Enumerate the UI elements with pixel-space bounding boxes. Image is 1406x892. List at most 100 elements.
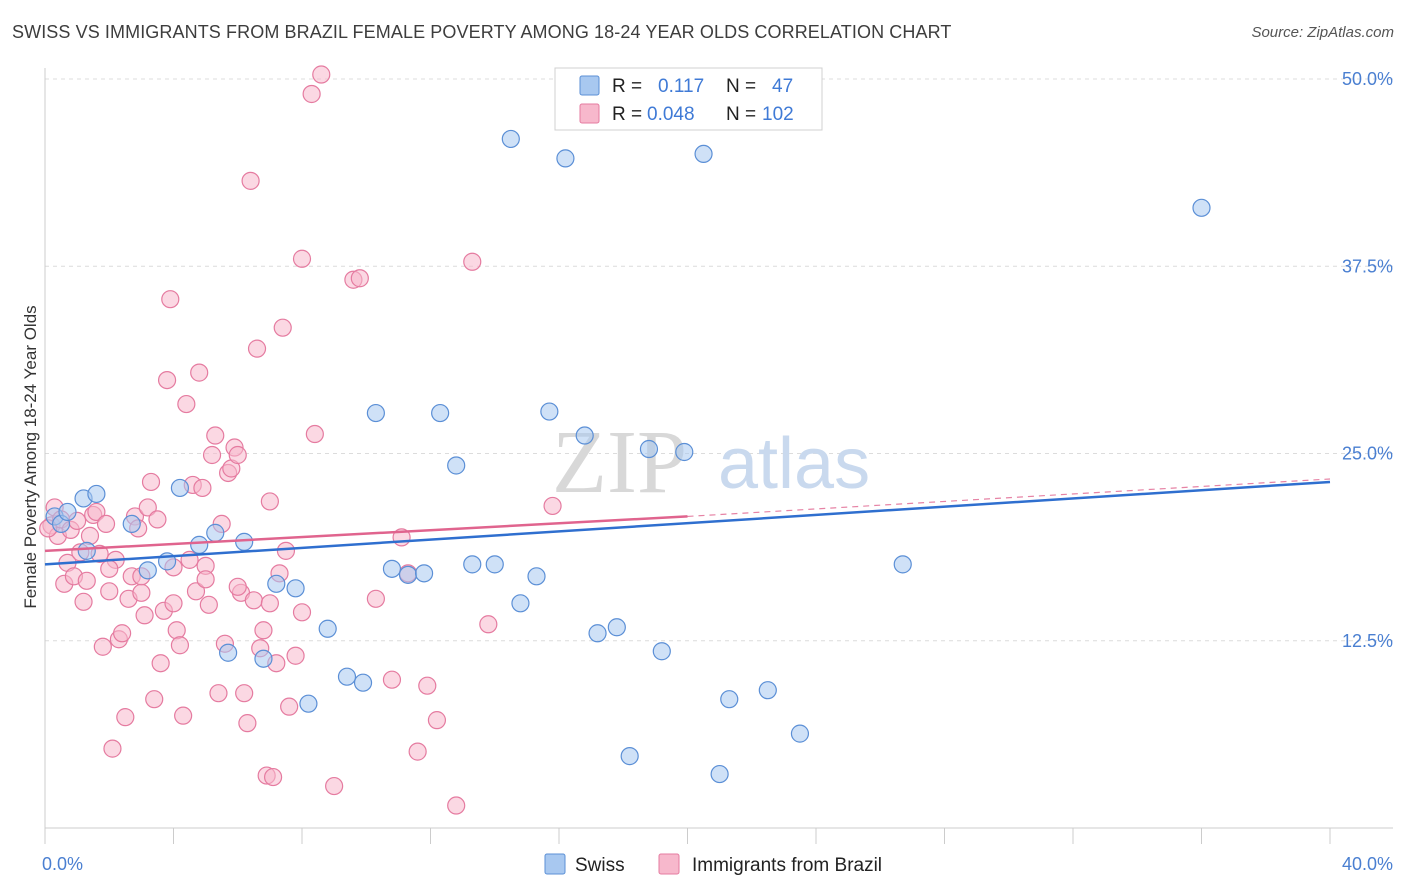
bottom-legend-swatch-swiss bbox=[544, 853, 566, 875]
source-credit: Source: ZipAtlas.com bbox=[1251, 24, 1394, 41]
axes bbox=[44, 68, 1393, 844]
swiss-point bbox=[556, 149, 575, 168]
brazil-trend-line bbox=[44, 515, 688, 553]
swiss-point bbox=[337, 667, 357, 686]
chart-title: SWISS VS IMMIGRANTS FROM BRAZIL FEMALE P… bbox=[12, 22, 952, 42]
legend-r-label-swiss: R = bbox=[612, 76, 642, 97]
brazil-point bbox=[167, 621, 186, 640]
bottom-legend-label-swiss: Swiss bbox=[575, 855, 625, 876]
swiss-point bbox=[414, 564, 434, 583]
swiss-point bbox=[286, 579, 305, 598]
brazil-point bbox=[418, 676, 437, 695]
swiss-point bbox=[431, 403, 450, 423]
y-tick-label-2: 37.5% bbox=[1342, 256, 1393, 276]
swiss-points bbox=[45, 129, 1211, 784]
swiss-point bbox=[267, 574, 286, 593]
brazil-point bbox=[302, 84, 321, 104]
swiss-point bbox=[398, 565, 418, 584]
swiss-point bbox=[620, 746, 639, 766]
swiss-trend-line bbox=[44, 480, 1331, 566]
brazil-point bbox=[157, 370, 177, 390]
brazil-point bbox=[543, 496, 562, 516]
swiss-point bbox=[206, 523, 225, 542]
brazil-point bbox=[138, 498, 157, 517]
swiss-point bbox=[540, 402, 559, 421]
brazil-point bbox=[174, 706, 193, 725]
swiss-point bbox=[639, 439, 659, 459]
brazil-point bbox=[103, 739, 122, 758]
legend-swatch-swiss bbox=[579, 75, 600, 96]
swiss-point bbox=[366, 403, 385, 423]
swiss-point bbox=[511, 594, 530, 613]
brazil-point bbox=[116, 708, 135, 727]
brazil-point bbox=[112, 624, 132, 643]
brazil-point bbox=[74, 592, 93, 611]
brazil-point bbox=[161, 290, 180, 309]
swiss-point bbox=[588, 624, 607, 643]
brazil-point bbox=[235, 684, 254, 703]
legend-r-label-brazil: R = bbox=[612, 104, 642, 125]
brazil-point bbox=[463, 252, 482, 271]
brazil-point bbox=[145, 690, 164, 709]
brazil-point bbox=[100, 559, 119, 578]
swiss-point bbox=[219, 643, 238, 662]
brazil-point bbox=[350, 269, 369, 288]
swiss-point bbox=[501, 129, 520, 149]
brazil-point bbox=[241, 171, 260, 190]
swiss-point bbox=[382, 559, 402, 578]
brazil-point bbox=[196, 570, 215, 589]
brazil-point bbox=[80, 526, 100, 545]
brazil-point bbox=[305, 424, 324, 444]
swiss-point bbox=[58, 502, 77, 522]
bottom-legend-swatch-brazil bbox=[658, 853, 680, 875]
brazil-point bbox=[238, 714, 257, 733]
brazil-point bbox=[260, 492, 279, 511]
brazil-point bbox=[276, 541, 296, 560]
swiss-point bbox=[710, 764, 729, 784]
brazil-point bbox=[177, 394, 196, 414]
brazil-point bbox=[151, 654, 170, 673]
x-tick-label-1: 40.0% bbox=[1342, 854, 1393, 874]
brazil-point bbox=[209, 684, 228, 703]
brazil-point bbox=[170, 636, 190, 655]
swiss-point bbox=[527, 567, 546, 586]
y-tick-labels: 12.5% 25.0% 37.5% 50.0% bbox=[1342, 69, 1393, 651]
swiss-point bbox=[318, 619, 337, 638]
swiss-point bbox=[652, 642, 671, 661]
swiss-point bbox=[758, 681, 777, 700]
brazil-point bbox=[96, 514, 116, 534]
watermark: ZIP atlas bbox=[552, 413, 870, 512]
swiss-point bbox=[675, 442, 694, 462]
brazil-point bbox=[228, 577, 247, 596]
brazil-point bbox=[447, 796, 466, 815]
legend-r-value-swiss: 0.117 bbox=[658, 76, 704, 97]
brazil-point bbox=[148, 510, 167, 529]
swiss-point bbox=[893, 555, 912, 574]
brazil-point bbox=[186, 582, 206, 601]
brazil-point bbox=[366, 589, 385, 608]
x-tick-labels: 0.0% 40.0% bbox=[42, 854, 1393, 874]
legend-n-value-brazil: 102 bbox=[762, 104, 794, 125]
brazil-point bbox=[292, 603, 312, 622]
legend-n-value-swiss: 47 bbox=[772, 76, 793, 97]
swiss-point bbox=[447, 456, 466, 475]
swiss-point bbox=[694, 144, 713, 163]
brazil-point bbox=[132, 583, 151, 602]
legend-r-value-brazil: 0.048 bbox=[647, 104, 695, 125]
brazil-point bbox=[427, 711, 447, 730]
legend-swatch-brazil bbox=[579, 103, 600, 124]
legend-n-label-swiss: N = bbox=[726, 76, 756, 97]
y-axis-label: Female Poverty Among 18-24 Year Olds bbox=[21, 305, 40, 608]
brazil-point bbox=[77, 571, 96, 590]
brazil-point bbox=[247, 339, 267, 358]
bottom-legend: Swiss Immigrants from Brazil bbox=[544, 853, 882, 876]
swiss-point bbox=[1192, 198, 1211, 217]
watermark-atlas: atlas bbox=[718, 424, 870, 504]
brazil-point bbox=[164, 594, 183, 613]
swiss-point bbox=[485, 555, 504, 574]
brazil-point bbox=[286, 646, 305, 665]
brazil-trend-dashed bbox=[687, 478, 1331, 518]
brazil-point bbox=[325, 776, 344, 796]
brazil-point bbox=[87, 502, 106, 522]
